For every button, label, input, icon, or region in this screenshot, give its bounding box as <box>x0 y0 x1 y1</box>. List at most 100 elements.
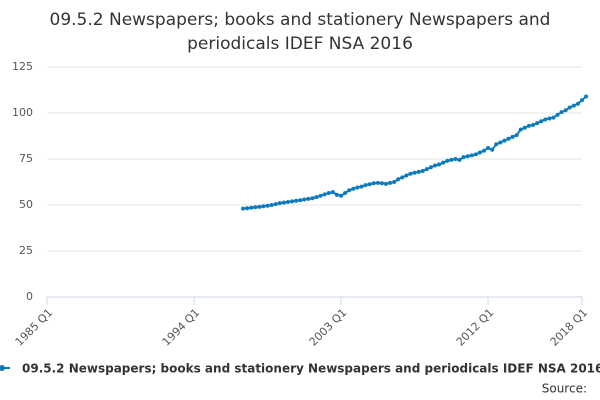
data-point <box>514 133 519 138</box>
data-point <box>424 167 429 172</box>
data-point <box>273 202 278 207</box>
data-point <box>298 198 303 203</box>
legend-swatch <box>0 365 5 371</box>
data-point <box>396 177 401 182</box>
data-point <box>469 153 474 158</box>
data-point <box>375 180 380 185</box>
data-point <box>343 191 348 196</box>
y-tick-label: 125 <box>12 60 33 73</box>
data-point <box>310 196 315 201</box>
data-point <box>363 183 368 188</box>
data-point <box>571 103 576 108</box>
data-point <box>330 190 335 195</box>
data-point <box>302 197 307 202</box>
data-point <box>290 199 295 204</box>
data-point <box>379 181 384 186</box>
data-point <box>261 204 266 209</box>
data-point <box>580 98 584 103</box>
data-point <box>518 127 523 132</box>
data-point <box>420 168 425 173</box>
data-point <box>543 117 548 122</box>
data-point <box>461 155 466 160</box>
data-point <box>428 165 433 170</box>
data-point <box>539 119 544 124</box>
data-point <box>383 181 388 186</box>
data-point <box>412 170 417 175</box>
chart-title: periodicals IDEF NSA 2016 <box>187 34 413 54</box>
data-point <box>253 205 258 210</box>
x-tick-label: 2003 Q1 <box>307 306 350 349</box>
source-label: Source: <box>542 382 587 396</box>
legend-label: 09.5.2 Newspapers; books and stationery … <box>22 362 600 376</box>
data-point <box>432 163 437 168</box>
data-point <box>445 158 450 163</box>
data-point <box>339 193 344 198</box>
data-point <box>535 121 540 126</box>
data-point <box>416 169 421 174</box>
y-tick-label: 50 <box>19 198 33 211</box>
x-tick-label: 1985 Q1 <box>13 306 56 349</box>
data-point <box>408 171 413 176</box>
data-point <box>449 157 454 162</box>
data-point <box>388 180 393 185</box>
data-point <box>563 108 568 113</box>
data-point <box>257 204 262 209</box>
data-point <box>241 206 246 211</box>
data-point <box>481 148 486 153</box>
data-point <box>245 206 250 211</box>
data-point <box>567 105 572 110</box>
data-point <box>294 198 299 203</box>
data-point <box>559 110 564 115</box>
data-point <box>477 150 482 155</box>
data-point <box>498 140 503 145</box>
data-point <box>265 203 270 208</box>
data-point <box>249 205 254 210</box>
data-point <box>473 152 478 157</box>
data-point <box>575 101 580 106</box>
data-point <box>355 185 360 190</box>
y-tick-label: 25 <box>19 244 33 257</box>
x-tick-label: 2018 Q1 <box>548 306 591 349</box>
data-point <box>465 154 470 159</box>
data-point <box>584 94 589 99</box>
data-point <box>486 145 491 150</box>
data-point <box>326 191 331 196</box>
data-point <box>494 142 499 147</box>
data-point <box>318 193 323 198</box>
data-point <box>277 201 282 206</box>
data-point <box>551 115 556 120</box>
data-point <box>522 125 527 130</box>
data-point <box>359 184 364 189</box>
data-point <box>269 203 274 207</box>
x-tick-label: 1994 Q1 <box>160 306 203 349</box>
y-tick-label: 100 <box>12 106 33 119</box>
data-point <box>510 134 515 139</box>
data-point <box>351 186 356 191</box>
data-point <box>457 157 462 162</box>
data-point <box>437 162 442 167</box>
chart-title: 09.5.2 Newspapers; books and stationery … <box>50 10 551 30</box>
data-point <box>506 136 511 141</box>
data-point <box>392 180 397 184</box>
data-point <box>347 188 352 193</box>
data-point <box>400 175 405 180</box>
data-point <box>306 196 311 201</box>
y-tick-label: 75 <box>19 152 33 165</box>
data-point <box>453 157 458 161</box>
data-point <box>526 123 531 128</box>
data-point <box>285 200 290 205</box>
data-point <box>555 112 560 117</box>
data-point <box>367 182 372 187</box>
data-point <box>547 116 552 121</box>
data-point <box>502 138 507 143</box>
data-point <box>371 181 376 186</box>
y-tick-label: 0 <box>26 290 33 303</box>
data-point <box>441 160 446 165</box>
data-point <box>404 173 409 178</box>
data-point <box>490 147 495 152</box>
x-tick-label: 2012 Q1 <box>454 306 497 349</box>
data-point <box>281 200 286 205</box>
data-point <box>314 195 319 200</box>
data-point <box>530 122 535 127</box>
